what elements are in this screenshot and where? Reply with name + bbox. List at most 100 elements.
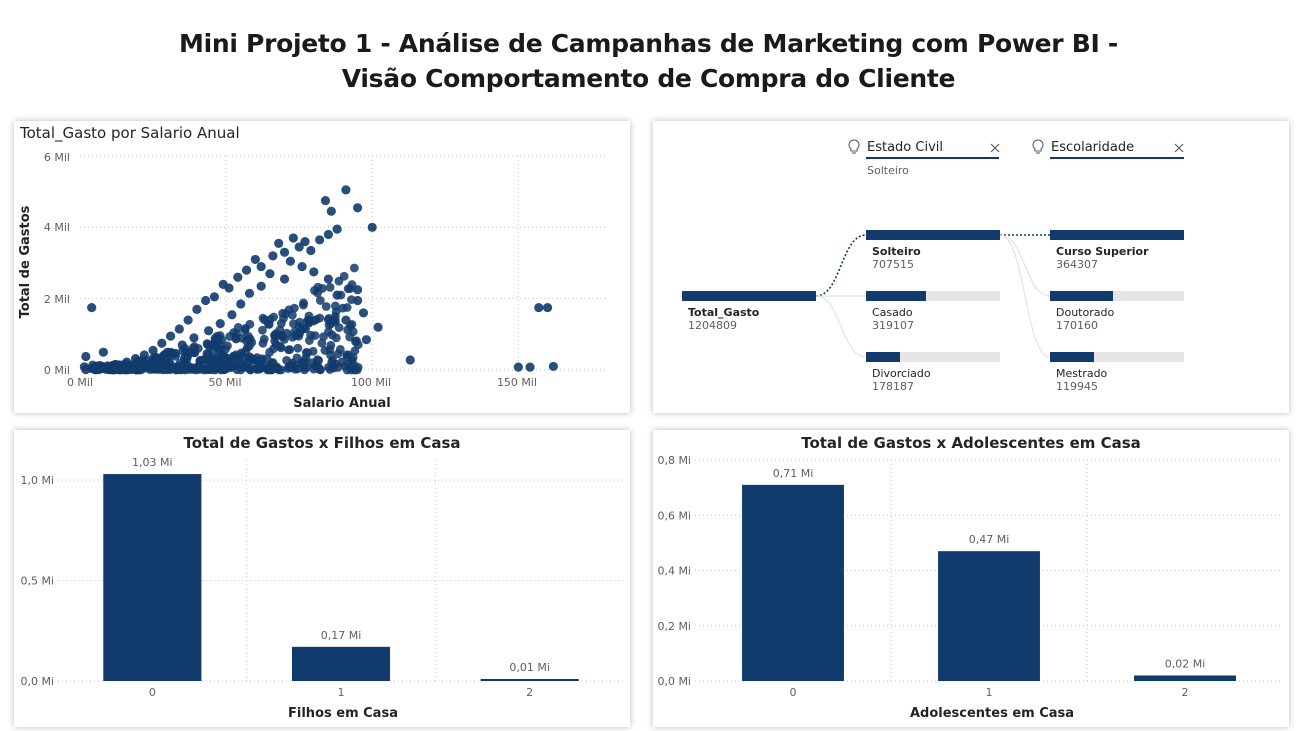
scatter-point[interactable] <box>227 310 237 320</box>
scatter-point[interactable] <box>165 331 176 341</box>
tree-node-curso-superior[interactable]: Curso Superior 364307 <box>1050 230 1184 271</box>
scatter-point[interactable] <box>192 304 202 314</box>
scatter-point[interactable] <box>275 325 285 335</box>
scatter-point[interactable] <box>293 329 303 339</box>
scatter-point[interactable] <box>268 251 278 261</box>
tree-node-doutorado[interactable]: Doutorado 170160 <box>1050 291 1184 332</box>
scatter-point[interactable] <box>279 274 290 284</box>
scatter-point[interactable] <box>300 365 309 375</box>
scatter-point[interactable] <box>175 358 185 368</box>
scatter-point[interactable] <box>122 357 132 367</box>
scatter-point[interactable] <box>325 282 335 292</box>
scatter-point[interactable] <box>259 334 269 344</box>
scatter-point[interactable] <box>209 292 220 302</box>
scatter-point[interactable] <box>341 315 351 325</box>
bar[interactable] <box>480 678 579 681</box>
scatter-point[interactable] <box>215 319 225 329</box>
scatter-point[interactable] <box>326 206 336 216</box>
scatter-point[interactable] <box>326 340 336 350</box>
scatter-point[interactable] <box>201 295 211 306</box>
scatter-point[interactable] <box>315 235 325 245</box>
bar[interactable] <box>103 474 202 681</box>
scatter-point[interactable] <box>314 356 324 365</box>
scatter-point[interactable] <box>373 322 383 332</box>
scatter-point[interactable] <box>87 302 97 313</box>
scatter-point[interactable] <box>324 362 333 372</box>
scatter-point[interactable] <box>163 347 173 357</box>
scatter-point[interactable] <box>361 335 371 345</box>
scatter-point[interactable] <box>110 360 120 370</box>
scatter-point[interactable] <box>320 195 331 206</box>
scatter-point[interactable] <box>346 363 355 373</box>
scatter-point[interactable] <box>306 245 316 256</box>
scatter-point[interactable] <box>266 365 275 375</box>
scatter-point[interactable] <box>367 222 377 232</box>
scatter-point[interactable] <box>315 296 325 305</box>
scatter-point[interactable] <box>258 325 267 335</box>
scatter-point[interactable] <box>203 326 214 336</box>
scatter-point[interactable] <box>242 362 252 372</box>
scatter-point[interactable] <box>323 274 333 284</box>
scatter-point[interactable] <box>332 224 342 234</box>
scatter-point[interactable] <box>275 341 285 351</box>
scatter-point[interactable] <box>349 263 359 273</box>
scatter-point[interactable] <box>256 281 266 291</box>
scatter-point[interactable] <box>130 353 141 364</box>
tree-node-root[interactable]: Total_Gasto 1204809 <box>682 291 816 332</box>
scatter-point[interactable] <box>334 276 344 286</box>
scatter-point[interactable] <box>236 299 246 309</box>
scatter-point[interactable] <box>245 334 255 344</box>
scatter-point[interactable] <box>195 355 205 365</box>
scatter-point[interactable] <box>174 324 184 334</box>
scatter-point[interactable] <box>343 284 353 294</box>
scatter-point[interactable] <box>308 346 318 356</box>
scatter-point[interactable] <box>217 335 227 345</box>
scatter-point[interactable] <box>265 269 275 279</box>
scatter-point[interactable] <box>309 267 319 277</box>
scatter-point[interactable] <box>122 365 132 374</box>
scatter-point[interactable] <box>285 345 295 354</box>
scatter-point[interactable] <box>279 247 290 257</box>
scatter-point[interactable] <box>92 363 103 374</box>
scatter-point[interactable] <box>353 285 363 295</box>
close-icon[interactable] <box>990 143 1000 153</box>
scatter-point[interactable] <box>353 295 363 306</box>
scatter-point[interactable] <box>210 335 220 345</box>
scatter-point[interactable] <box>231 333 241 343</box>
scatter-point[interactable] <box>81 351 91 362</box>
scatter-point[interactable] <box>151 352 161 363</box>
scatter-point[interactable] <box>542 302 553 313</box>
scatter-point[interactable] <box>160 364 170 374</box>
scatter-point[interactable] <box>315 365 325 375</box>
scatter-point[interactable] <box>199 365 209 375</box>
tree-node-solteiro[interactable]: Solteiro 707515 <box>866 230 1000 271</box>
bar-chart-adolescentes[interactable]: Total de Gastos x Adolescentes em Casa A… <box>653 430 1289 727</box>
scatter-point[interactable] <box>352 336 361 346</box>
scatter-point[interactable] <box>171 348 180 358</box>
bar[interactable] <box>1134 675 1236 681</box>
tree-node-divorciado[interactable]: Divorciado 178187 <box>866 352 1000 393</box>
scatter-point[interactable] <box>139 350 149 360</box>
scatter-point[interactable] <box>338 303 348 313</box>
bar-card-adolescentes[interactable]: Total de Gastos x Adolescentes em Casa A… <box>653 430 1289 727</box>
scatter-point[interactable] <box>342 350 352 360</box>
scatter-point[interactable] <box>177 340 187 350</box>
scatter-point[interactable] <box>295 317 304 327</box>
tree-header-escolaridade[interactable]: Escolaridade <box>1032 139 1184 159</box>
scatter-point[interactable] <box>274 238 284 248</box>
scatter-point[interactable] <box>323 315 333 325</box>
scatter-point[interactable] <box>185 365 195 375</box>
scatter-point[interactable] <box>304 318 314 328</box>
bar-card-filhos[interactable]: Total de Gastos x Filhos em Casa Filhos … <box>14 430 630 727</box>
scatter-point[interactable] <box>341 185 351 195</box>
scatter-point[interactable] <box>347 355 357 365</box>
scatter-point[interactable] <box>313 288 323 298</box>
scatter-point[interactable] <box>334 323 344 332</box>
scatter-point[interactable] <box>217 364 227 374</box>
scatter-point[interactable] <box>274 365 284 375</box>
scatter-point[interactable] <box>278 332 288 342</box>
scatter-chart[interactable]: Total_Gasto por Salario Anual Total de G… <box>14 121 630 413</box>
scatter-point[interactable] <box>278 308 287 318</box>
bar-chart-filhos[interactable]: Total de Gastos x Filhos em Casa Filhos … <box>14 430 630 727</box>
scatter-point[interactable] <box>288 233 298 243</box>
